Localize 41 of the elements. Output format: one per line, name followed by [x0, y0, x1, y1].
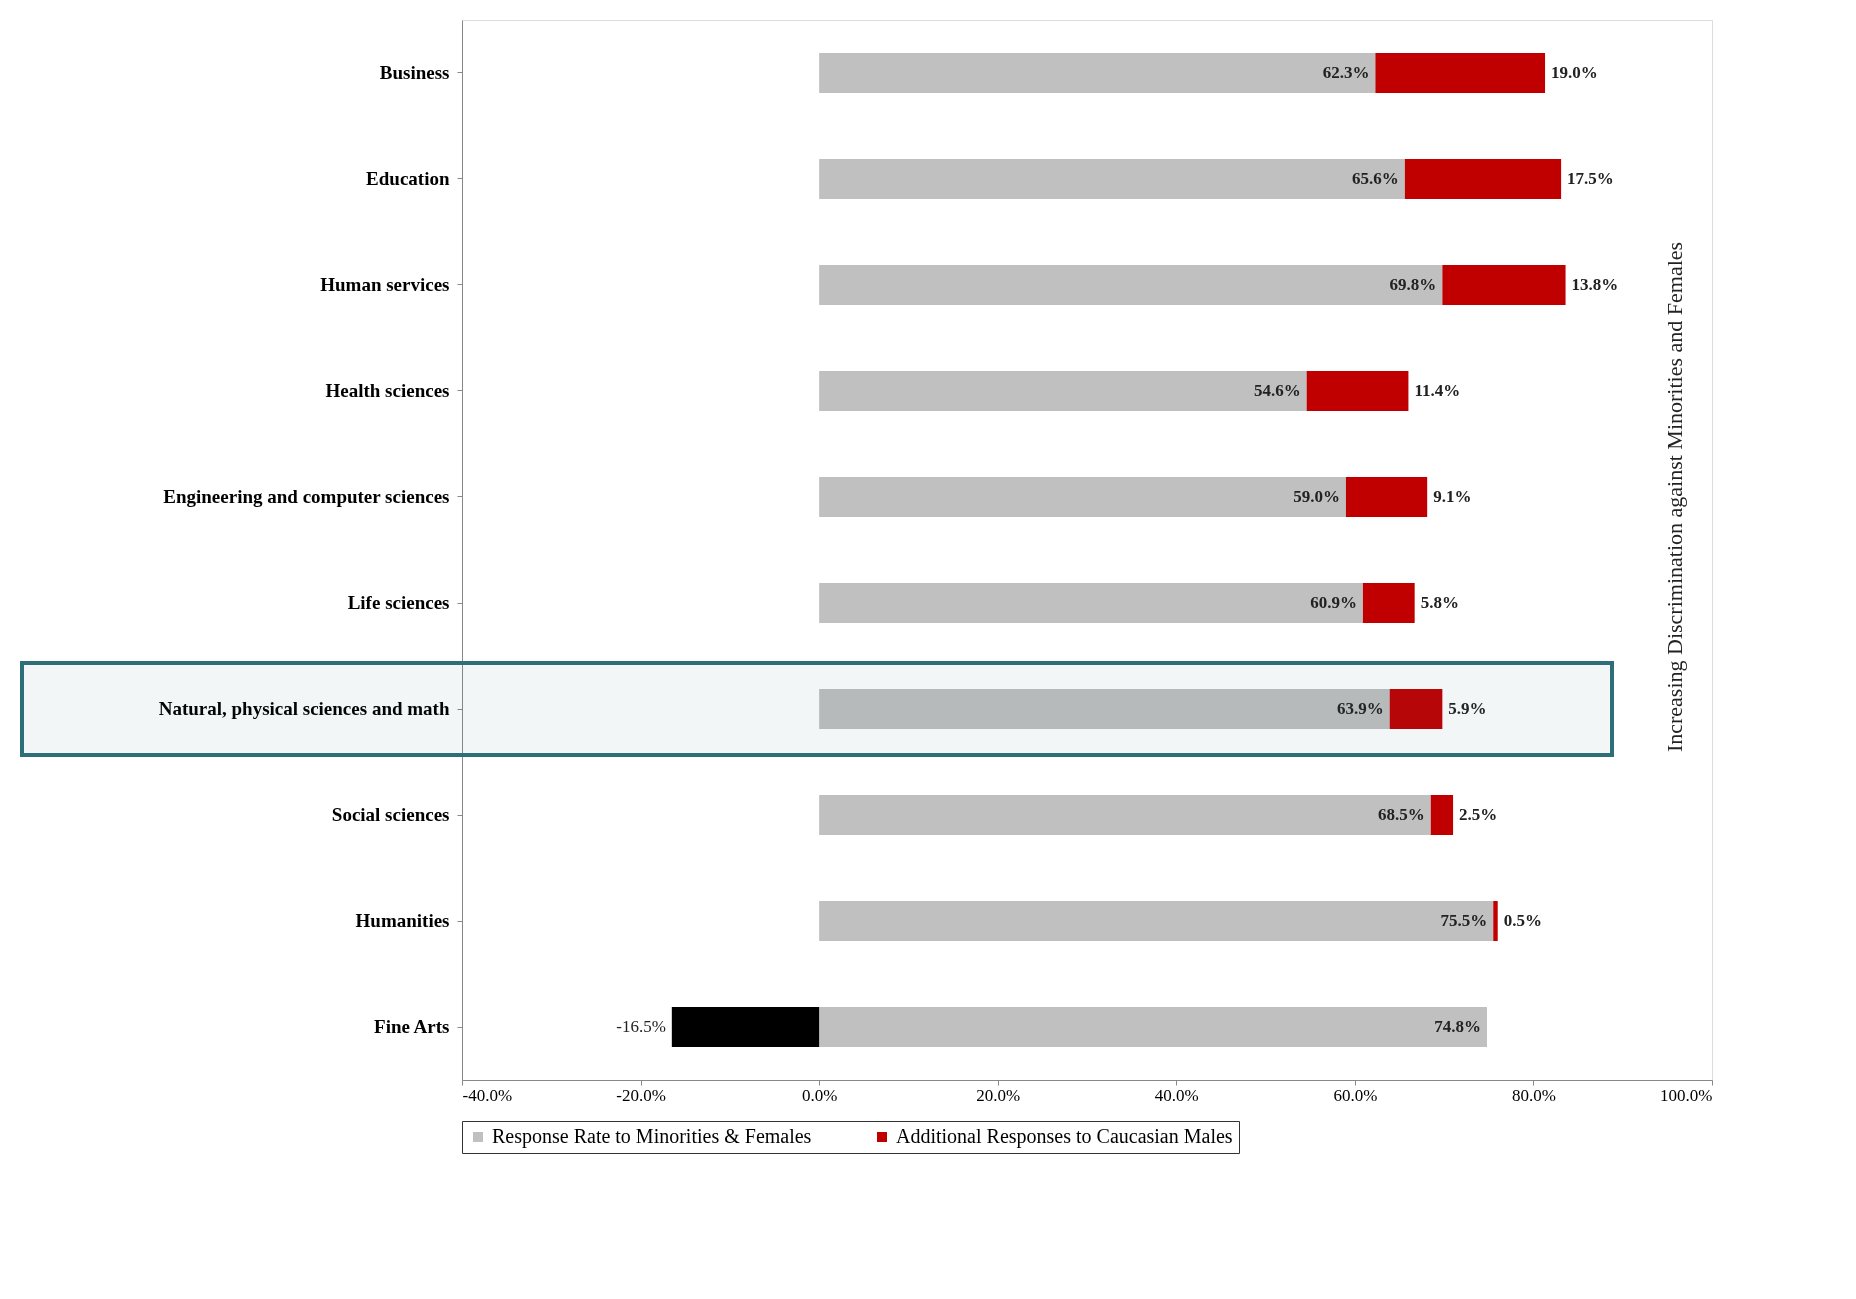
data-label: 17.5% [1567, 169, 1614, 188]
data-label: 74.8% [1434, 1017, 1481, 1036]
x-tick-label: 0.0% [801, 1085, 838, 1105]
data-label: 68.5% [1378, 805, 1425, 824]
data-label: 59.0% [1293, 487, 1340, 506]
y-tick-label: Engineering and computer sciences [163, 486, 450, 507]
data-label: 75.5% [1440, 911, 1488, 930]
data-label: 2.5% [1459, 805, 1498, 824]
y-tick-label: Life sciences [347, 592, 450, 613]
data-label: 5.8% [1420, 593, 1459, 612]
x-tick-label: -20.0% [616, 1085, 666, 1105]
data-label: 19.0% [1551, 63, 1598, 82]
data-label: 9.1% [1433, 487, 1472, 506]
data-label: 13.8% [1571, 275, 1619, 294]
legend-label: Response Rate to Minorities & Females [492, 1125, 812, 1148]
x-tick-label: -40.0% [462, 1085, 513, 1105]
data-label: 69.8% [1389, 275, 1437, 294]
y-tick-label: Health sciences [325, 380, 450, 401]
data-label: 65.6% [1352, 169, 1399, 188]
data-label: 63.9% [1336, 699, 1384, 718]
data-label: -16.5% [616, 1017, 666, 1036]
x-tick-label: 60.0% [1333, 1085, 1378, 1105]
y-tick-label: Education [366, 168, 450, 189]
x-tick-label: 40.0% [1154, 1085, 1199, 1105]
x-tick-label: 20.0% [976, 1085, 1021, 1105]
annotation: Increasing Discrimination against Minorities and Females [1661, 241, 1687, 753]
x-tick-label: 80.0% [1511, 1085, 1556, 1105]
y-tick-label: Business [379, 62, 450, 83]
data-label: 54.6% [1253, 381, 1301, 400]
data-label: 0.5% [1503, 911, 1542, 930]
y-tick-label: Social sciences [331, 804, 450, 825]
legend-label: Additional Responses to Caucasian Males [896, 1125, 1233, 1148]
x-tick-label: 100.0% [1660, 1085, 1713, 1105]
y-tick-label: Fine Arts [374, 1016, 450, 1037]
data-label: 62.3% [1322, 63, 1370, 82]
y-tick-label: Natural, physical sciences and math [158, 698, 450, 719]
y-tick-label: Human services [320, 274, 450, 295]
data-label: 5.9% [1448, 699, 1487, 718]
data-label: 11.4% [1414, 381, 1461, 400]
data-label: 60.9% [1310, 593, 1357, 612]
y-tick-label: Humanities [355, 910, 450, 931]
